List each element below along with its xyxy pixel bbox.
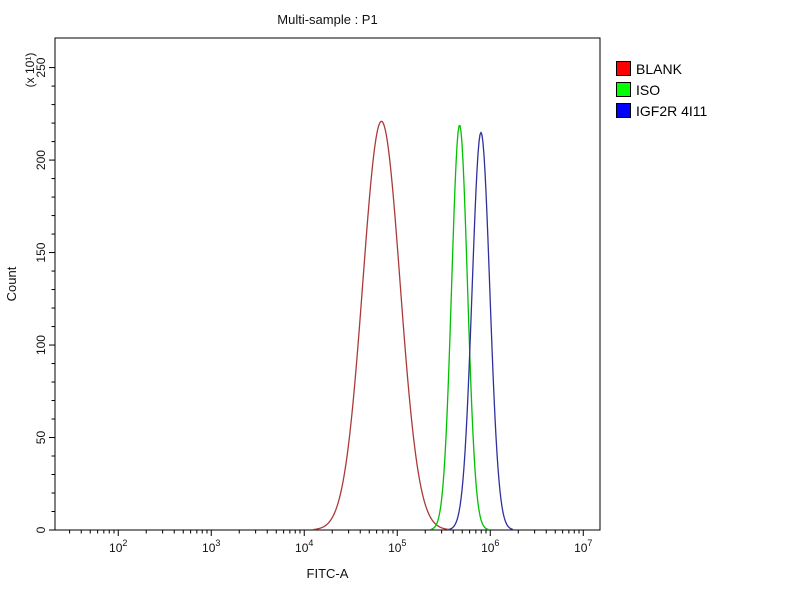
y-axis-title: Count: [4, 266, 19, 301]
legend-swatch-iso: [616, 82, 631, 97]
y-axis-unit-label: (x 10¹): [23, 53, 37, 88]
legend-swatch-blank: [616, 61, 631, 76]
legend-swatch-igf2r: [616, 103, 631, 118]
y-tick-label: 50: [34, 431, 48, 445]
x-tick-label: 102: [109, 538, 127, 555]
chart-title: Multi-sample : P1: [277, 12, 378, 27]
y-tick-label: 100: [34, 335, 48, 355]
legend-label-igf2r: IGF2R 4I11: [636, 102, 708, 119]
x-axis-title: FITC-A: [306, 566, 349, 581]
x-tick-label: 106: [481, 538, 499, 555]
y-tick-label: 150: [34, 242, 48, 262]
y-tick-label: 0: [34, 526, 48, 533]
x-axis: 102 103 104 105 106 107: [69, 530, 592, 555]
series-curve-blank: [313, 120, 451, 531]
y-axis: 0 50 100 150 200 250: [34, 57, 55, 533]
chart-legend: BLANK ISO IGF2R 4I11: [616, 60, 707, 119]
legend-label-blank: BLANK: [636, 60, 682, 77]
series-curve-iso: [430, 124, 490, 531]
y-tick-label: 250: [34, 57, 48, 77]
x-tick-label: 105: [388, 538, 406, 555]
y-tick-label: 200: [34, 150, 48, 170]
legend-label-iso: ISO: [636, 81, 661, 98]
x-tick-label: 107: [574, 538, 592, 555]
x-tick-label: 104: [295, 538, 313, 555]
legend-item-blank: BLANK: [616, 60, 707, 77]
legend-item-iso: ISO: [616, 81, 707, 98]
series-curve-igf2r-4i11: [448, 131, 514, 531]
plot-frame: [54, 37, 601, 531]
legend-item-igf2r: IGF2R 4I11: [616, 102, 707, 119]
x-tick-label: 103: [202, 538, 220, 555]
